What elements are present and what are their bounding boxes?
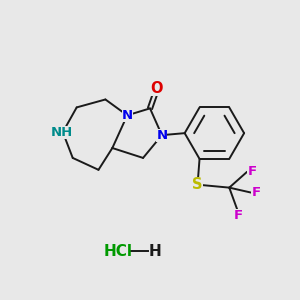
Text: N: N bbox=[122, 109, 133, 122]
Text: HCl: HCl bbox=[104, 244, 133, 259]
Text: H: H bbox=[148, 244, 161, 259]
Text: O: O bbox=[151, 81, 163, 96]
Text: F: F bbox=[251, 186, 261, 199]
Text: F: F bbox=[234, 209, 243, 222]
Text: S: S bbox=[192, 177, 203, 192]
Text: N: N bbox=[156, 129, 167, 142]
Text: NH: NH bbox=[51, 126, 73, 139]
Text: F: F bbox=[248, 165, 256, 178]
